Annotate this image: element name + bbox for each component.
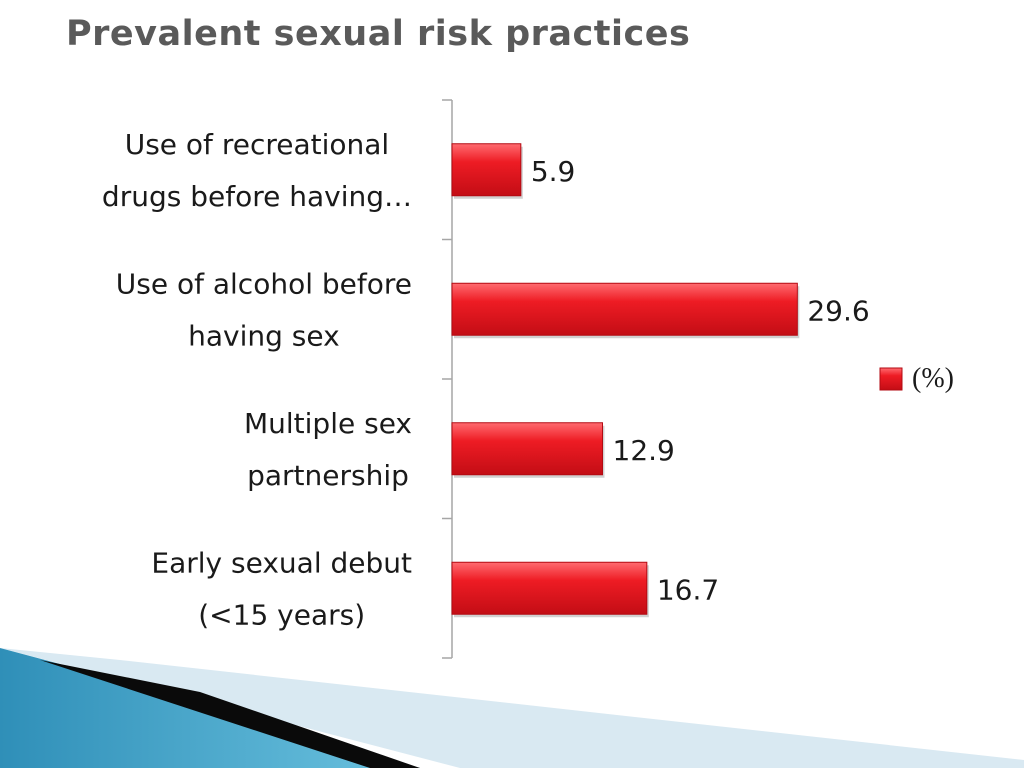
category-label: drugs before having… (102, 180, 412, 213)
value-label: 16.7 (657, 573, 719, 606)
category-label: (<15 years) (198, 598, 365, 631)
decor-light-swoosh (0, 648, 1024, 768)
value-label: 29.6 (807, 294, 869, 327)
bars (451, 143, 800, 618)
category-label: Use of recreational (125, 128, 389, 161)
legend-swatch (879, 367, 903, 391)
y-axis (442, 99, 453, 659)
decor-black-swoosh (40, 660, 420, 768)
legend-label: (%) (912, 363, 954, 394)
category-label: partnership (247, 459, 409, 492)
slide-title: Prevalent sexual risk practices (66, 14, 691, 54)
legend: (%) (879, 363, 954, 394)
category-label: Multiple sex (244, 407, 412, 440)
bar (451, 561, 648, 615)
bar (451, 422, 603, 476)
value-labels: 5.9 29.6 12.9 16.7 (531, 155, 870, 607)
bar-chart: Use of recreational drugs before having… U… (102, 99, 954, 659)
value-label: 5.9 (531, 155, 576, 188)
category-label: having sex (188, 319, 340, 352)
category-labels: Use of recreational drugs before having… U… (102, 128, 412, 632)
bar (451, 282, 798, 336)
slide-decoration (0, 648, 1024, 768)
category-label: Use of alcohol before (116, 267, 412, 300)
bar (451, 143, 522, 197)
category-label: Early sexual debut (151, 546, 412, 579)
value-label: 12.9 (613, 434, 675, 467)
